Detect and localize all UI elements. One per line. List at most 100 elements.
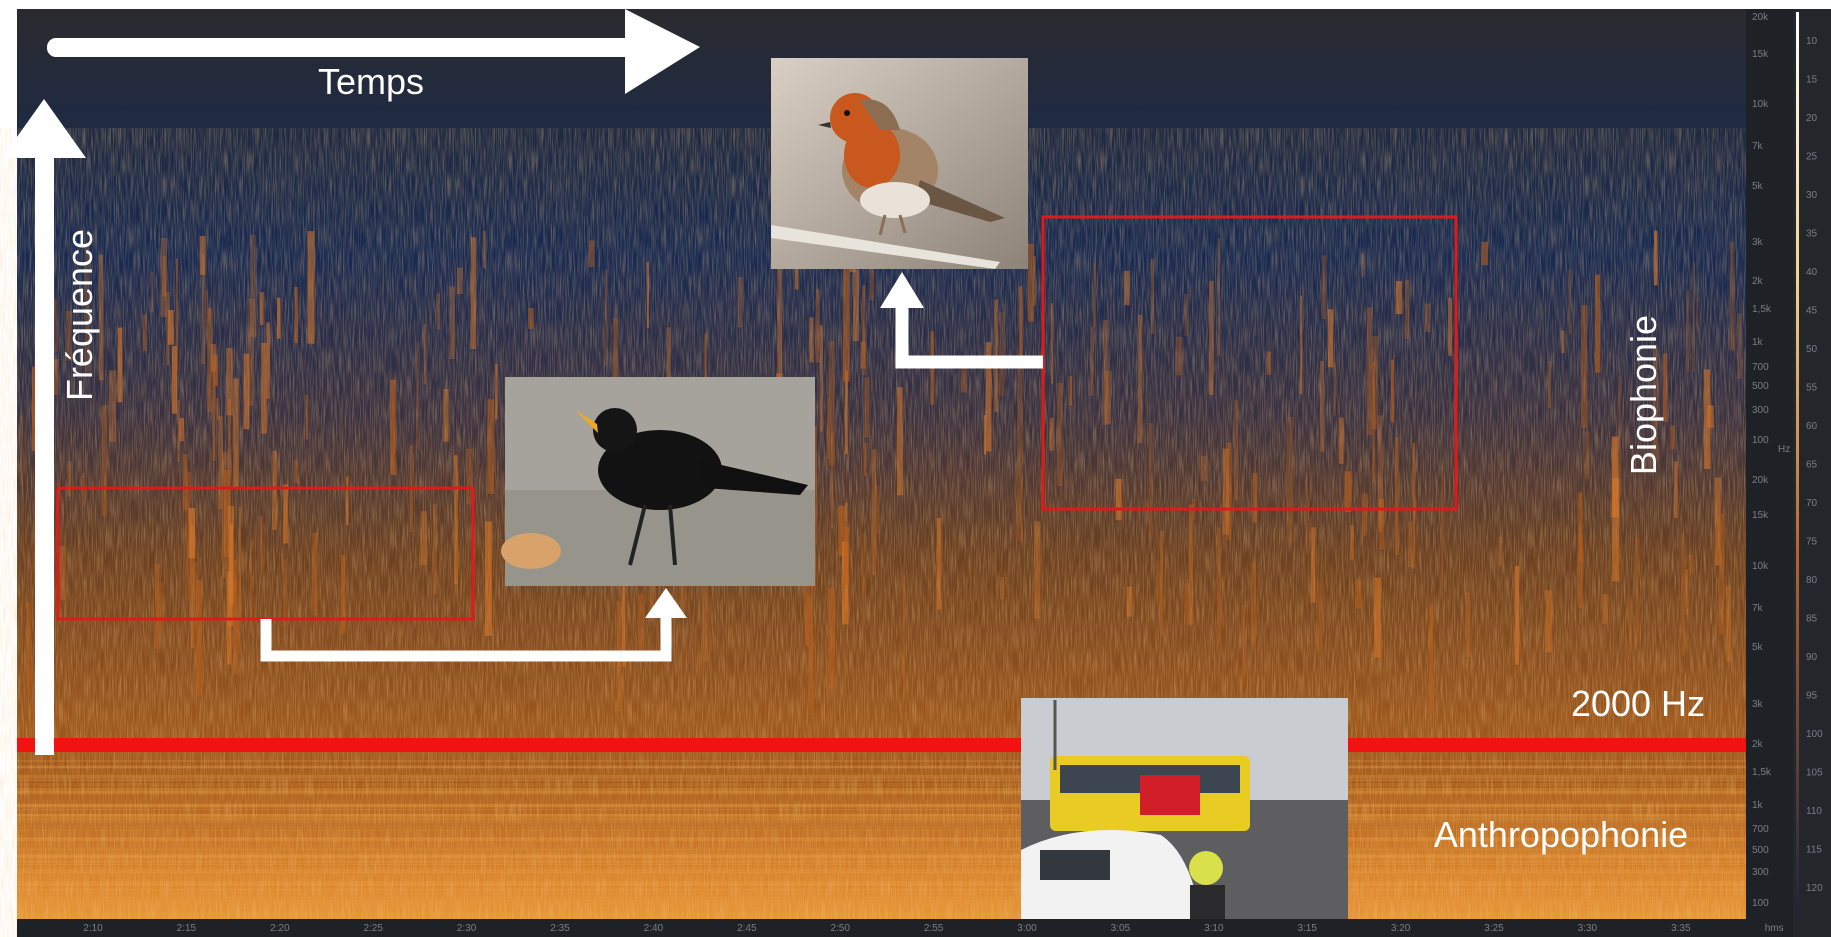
noise-band — [17, 814, 1746, 817]
streak — [416, 342, 419, 450]
streak — [32, 366, 37, 452]
time-tick-label: 2:10 — [83, 923, 103, 934]
streak — [1069, 376, 1073, 406]
streak — [1395, 280, 1403, 315]
streak — [861, 532, 866, 599]
streak — [864, 377, 870, 438]
time-tick-label: hms — [1765, 923, 1784, 934]
streak — [432, 504, 437, 595]
noise-band — [17, 848, 1746, 851]
streak — [1692, 261, 1695, 373]
streak — [283, 558, 288, 627]
noise-band — [17, 788, 1746, 792]
time-axis-bar — [17, 919, 1746, 937]
traffic-photo — [1021, 698, 1348, 919]
streak — [1653, 230, 1658, 286]
streak — [1222, 448, 1229, 535]
noise-band — [17, 837, 1746, 842]
streak — [59, 545, 66, 600]
frequency-tick-label: 300 — [1752, 867, 1769, 878]
streak — [1585, 431, 1590, 480]
streak — [1251, 562, 1257, 646]
streak — [1601, 593, 1608, 624]
color-scale-label: 10 — [1806, 36, 1818, 47]
streak — [1322, 255, 1326, 320]
axis-labels: 2:10 2:15 2:20 2:25 2:30 2:35 2:40 2:45 2:50 2:55… — [83, 12, 1823, 934]
streak — [272, 450, 278, 530]
streak — [259, 292, 264, 325]
streak — [67, 461, 72, 497]
streak — [1155, 560, 1162, 606]
color-scale-label: 60 — [1806, 421, 1818, 432]
noise-band — [17, 869, 1746, 873]
streak — [243, 353, 250, 430]
frequency-tick-label: 15k — [1752, 510, 1769, 521]
streak — [1217, 238, 1220, 356]
streak — [345, 476, 349, 526]
streak — [53, 359, 59, 396]
streak — [1149, 422, 1153, 540]
streak — [1209, 280, 1214, 395]
streak — [1175, 336, 1183, 376]
noise-band — [17, 888, 1746, 891]
streak — [294, 286, 298, 343]
streak — [869, 249, 875, 301]
streak — [260, 515, 263, 574]
time-tick-label: 2:20 — [270, 923, 290, 934]
streak — [680, 586, 685, 618]
time-tick-label: 3:30 — [1578, 923, 1598, 934]
biophony-label: Biophonie — [1623, 315, 1664, 475]
streak — [1441, 465, 1444, 587]
streak — [266, 322, 270, 399]
time-tick-label: 3:20 — [1391, 923, 1411, 934]
color-scale-label: 100 — [1806, 729, 1823, 740]
noise-band — [17, 818, 1746, 820]
frequency-tick-label: 5k — [1752, 181, 1764, 192]
time-tick-label: 3:25 — [1484, 923, 1504, 934]
streak — [844, 526, 850, 585]
spectrogram-noise — [17, 200, 1746, 919]
noise-band — [17, 829, 1746, 832]
streak — [871, 449, 877, 576]
frequency-tick-label: 3k — [1752, 699, 1764, 710]
noise-band — [17, 779, 1746, 781]
color-scale-label: 45 — [1806, 306, 1818, 317]
streak — [1102, 320, 1109, 426]
streak — [1350, 525, 1355, 561]
noise-band — [17, 766, 1746, 769]
noise-band — [17, 819, 1746, 823]
frequency-tick-label: 10k — [1752, 99, 1769, 110]
noise-band — [17, 813, 1746, 818]
streak — [985, 342, 992, 452]
link-arrow — [895, 300, 1043, 369]
streak — [1674, 461, 1678, 519]
streak — [1032, 255, 1036, 306]
streak — [1405, 280, 1410, 339]
streak — [1595, 274, 1601, 373]
streak — [1300, 295, 1303, 395]
color-scale-gradient — [1796, 12, 1799, 917]
noise-band — [17, 871, 1746, 874]
streak — [1686, 289, 1690, 373]
streak — [1049, 417, 1054, 451]
streak — [227, 398, 231, 524]
streak — [1253, 472, 1257, 523]
streak — [738, 276, 743, 328]
streak — [1612, 478, 1620, 582]
streak — [51, 299, 59, 352]
streak — [312, 532, 318, 616]
streak — [794, 264, 799, 290]
streak — [171, 345, 178, 414]
streak — [207, 308, 213, 413]
frequency-tick-label: 700 — [1752, 824, 1769, 835]
streak — [1017, 359, 1023, 475]
color-scale-label: 35 — [1806, 229, 1818, 240]
streak — [1311, 527, 1316, 603]
noise-band — [17, 860, 1746, 862]
streak — [156, 581, 164, 629]
threshold-line — [17, 738, 1746, 752]
streak — [142, 314, 147, 352]
time-tick-label: 2:35 — [550, 923, 570, 934]
streak — [456, 267, 463, 295]
noise-band — [17, 870, 1746, 872]
